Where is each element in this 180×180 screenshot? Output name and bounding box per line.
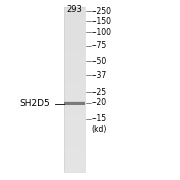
Bar	[64, 44, 85, 46]
Bar	[64, 114, 85, 116]
Bar	[64, 170, 85, 172]
Bar	[64, 101, 85, 102]
Bar	[64, 15, 85, 17]
Bar	[64, 75, 85, 77]
Bar	[64, 36, 85, 38]
Bar	[64, 131, 85, 133]
Bar	[64, 164, 85, 166]
Text: --100: --100	[91, 28, 111, 37]
Bar	[64, 116, 85, 118]
Bar	[64, 40, 85, 42]
Bar	[64, 69, 85, 71]
Bar	[64, 149, 85, 151]
Text: --25: --25	[91, 88, 107, 97]
Bar	[64, 7, 85, 172]
Bar	[64, 125, 85, 127]
Bar	[64, 57, 85, 59]
Bar	[64, 137, 85, 139]
Bar	[64, 24, 85, 26]
Bar	[64, 86, 85, 87]
Bar	[64, 61, 85, 63]
Bar	[64, 42, 85, 44]
Bar	[64, 9, 85, 11]
Bar	[64, 112, 85, 114]
Bar	[64, 141, 85, 143]
Bar	[64, 147, 85, 149]
Text: --20: --20	[91, 98, 107, 107]
Bar	[64, 168, 85, 170]
Bar	[64, 17, 85, 20]
Text: --50: --50	[91, 57, 107, 66]
Bar	[64, 59, 85, 61]
Bar	[64, 7, 85, 9]
Bar	[64, 102, 85, 104]
Bar	[64, 159, 85, 162]
Text: --250: --250	[91, 7, 111, 16]
Text: (kd): (kd)	[91, 125, 107, 134]
Bar	[64, 143, 85, 145]
Bar	[64, 11, 85, 13]
Bar	[64, 65, 85, 67]
Bar	[64, 81, 85, 83]
Bar	[64, 73, 85, 75]
Text: --150: --150	[91, 17, 111, 26]
Bar	[64, 94, 85, 96]
Bar	[64, 156, 85, 158]
Bar	[64, 123, 85, 125]
Bar	[64, 30, 85, 32]
Bar	[64, 79, 85, 81]
Bar	[64, 153, 85, 156]
Bar	[64, 34, 85, 36]
Bar	[64, 48, 85, 50]
Text: --15: --15	[91, 114, 107, 123]
Bar	[64, 50, 85, 53]
Bar	[64, 133, 85, 135]
Bar	[64, 100, 85, 102]
Text: SH2D5: SH2D5	[20, 99, 50, 108]
Bar	[64, 145, 85, 147]
Bar	[64, 102, 85, 105]
Bar	[64, 118, 85, 120]
Bar	[64, 38, 85, 40]
Bar	[64, 104, 85, 106]
Bar	[64, 46, 85, 48]
Text: --75: --75	[91, 41, 107, 50]
Bar	[64, 63, 85, 65]
Bar	[64, 20, 85, 22]
Bar	[64, 28, 85, 30]
Bar	[64, 55, 85, 57]
Bar	[64, 162, 85, 164]
Bar	[64, 22, 85, 24]
Bar	[64, 120, 85, 123]
Bar	[64, 98, 85, 100]
Bar	[64, 77, 85, 79]
Bar	[64, 53, 85, 55]
Bar	[64, 32, 85, 34]
Bar	[64, 158, 85, 159]
Text: 293: 293	[67, 4, 83, 14]
Bar	[64, 127, 85, 129]
Bar	[64, 90, 85, 92]
Bar	[64, 135, 85, 137]
Text: --37: --37	[91, 71, 107, 80]
Bar	[64, 151, 85, 153]
Bar	[64, 71, 85, 73]
Bar	[64, 139, 85, 141]
Bar	[64, 96, 85, 98]
Bar	[64, 26, 85, 28]
Bar	[64, 110, 85, 112]
Bar	[64, 83, 85, 86]
Bar	[64, 67, 85, 69]
Bar	[64, 129, 85, 131]
Bar	[64, 106, 85, 108]
Bar	[64, 13, 85, 15]
Bar	[64, 92, 85, 94]
Bar	[64, 108, 85, 110]
Bar	[64, 166, 85, 168]
Bar	[64, 87, 85, 89]
